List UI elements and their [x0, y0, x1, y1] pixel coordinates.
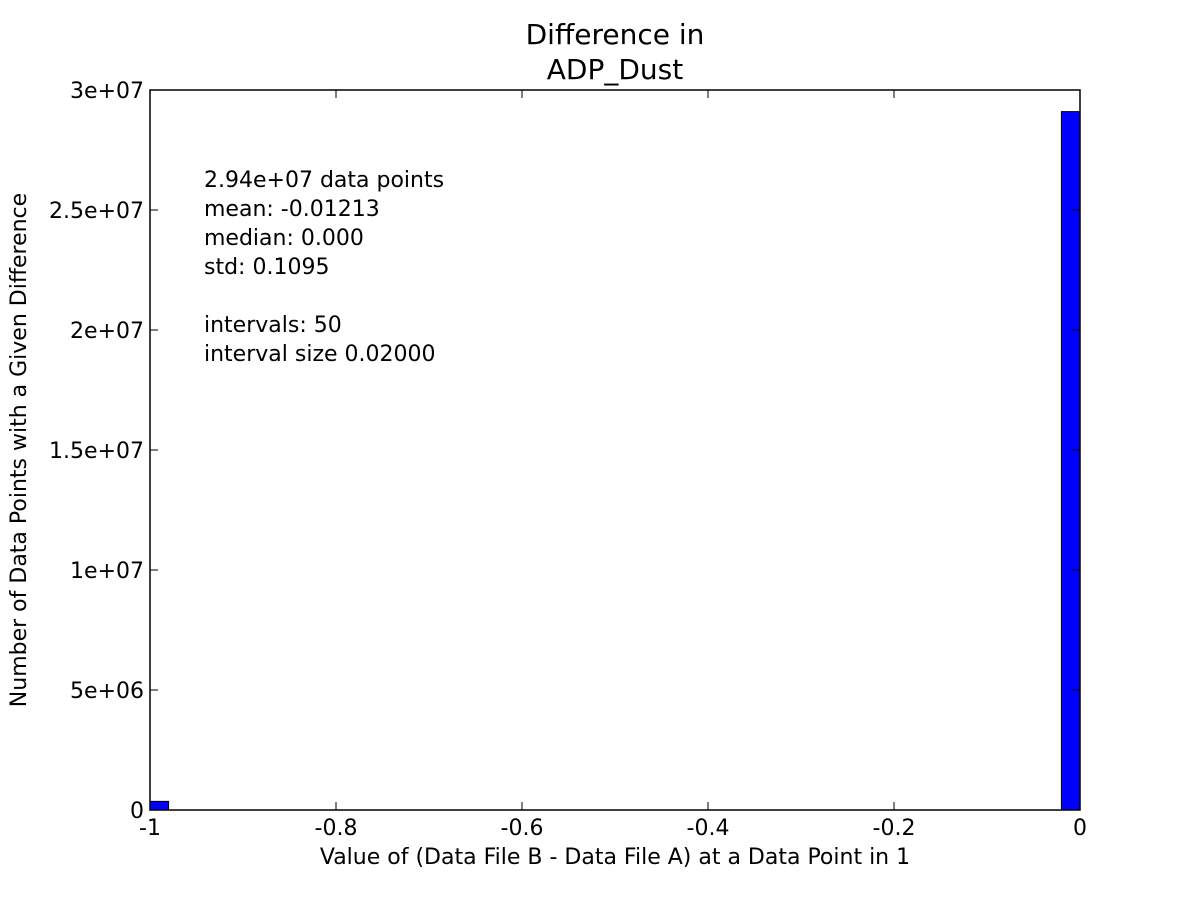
- y-tick-label: 2.5e+07: [49, 199, 144, 224]
- stats-annotation-line: intervals: 50: [204, 313, 342, 338]
- stats-annotation-line: mean: -0.01213: [204, 197, 380, 222]
- x-tick-label: 0: [1073, 816, 1087, 841]
- stats-annotation: 2.94e+07 data points mean: -0.01213 median…: [204, 168, 444, 367]
- y-tick-label: 1.5e+07: [49, 439, 144, 464]
- stats-annotation-line: std: 0.1095: [204, 255, 329, 280]
- x-axis-tick-labels: -1 -0.8 -0.6 -0.4 -0.2 0: [139, 816, 1087, 841]
- x-tick-label: -0.4: [687, 816, 730, 841]
- y-axis-tick-labels: 0 5e+06 1e+07 1.5e+07 2e+07 2.5e+07 3e+07: [49, 79, 144, 824]
- axis-ticks: [149, 89, 1081, 811]
- histogram-bar: [1060, 111, 1081, 811]
- y-tick-label: 3e+07: [70, 79, 144, 104]
- y-tick-label: 5e+06: [70, 679, 144, 704]
- x-tick-label: -0.6: [501, 816, 544, 841]
- x-axis-label: Value of (Data File B - Data File A) at …: [320, 845, 910, 870]
- y-tick-label: 2e+07: [70, 319, 144, 344]
- y-tick-label: 1e+07: [70, 559, 144, 584]
- chart-title-line: Difference in: [526, 18, 705, 51]
- stats-annotation-line: interval size 0.02000: [204, 342, 436, 367]
- x-tick-label: -0.2: [873, 816, 916, 841]
- stats-annotation-line: median: 0.000: [204, 226, 364, 251]
- y-tick-label: 0: [130, 799, 144, 824]
- x-tick-label: -0.8: [315, 816, 358, 841]
- x-tick-label: -1: [139, 816, 161, 841]
- stats-annotation-line: 2.94e+07 data points: [204, 168, 444, 193]
- chart-title-line: ADP_Dust: [547, 53, 683, 86]
- y-axis-label: Number of Data Points with a Given Diffe…: [7, 193, 32, 707]
- histogram-bar: [149, 800, 170, 811]
